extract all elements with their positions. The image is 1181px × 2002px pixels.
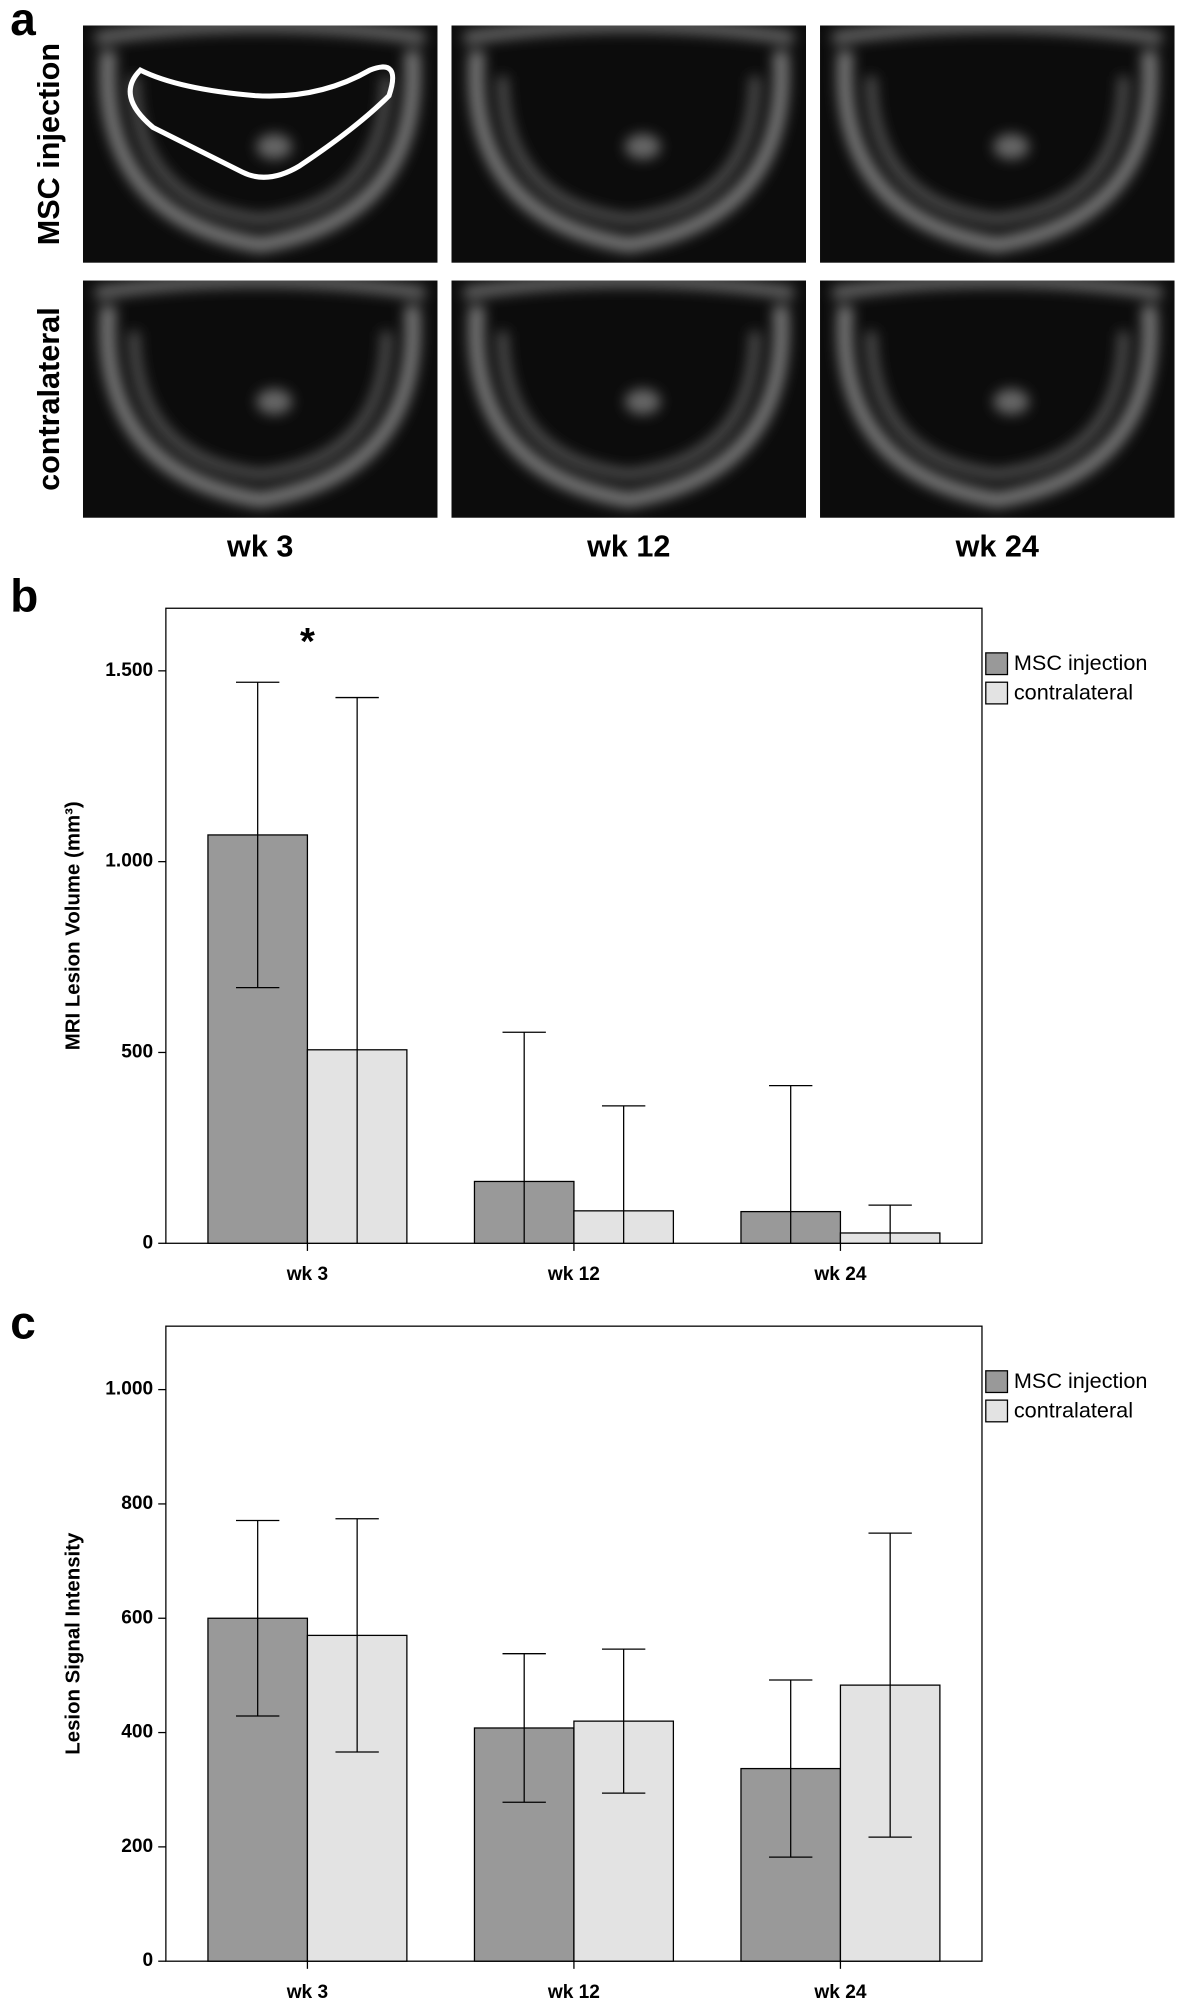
y-tick-label: 1.000: [105, 1379, 153, 1400]
legend-label: contralateral: [1014, 679, 1133, 704]
y-tick-label: 400: [121, 1722, 153, 1743]
y-tick-label: 600: [121, 1607, 153, 1628]
y-axis-label: Lesion Signal Intensity: [62, 1532, 84, 1755]
y-tick-label: 500: [121, 1042, 153, 1063]
error-bar: [601, 1648, 646, 1794]
legend-swatch: [985, 681, 1009, 705]
error-bar: [868, 1532, 912, 1838]
mri-image: [452, 26, 806, 263]
legend-label: contralateral: [1014, 1397, 1133, 1422]
mri-image: [820, 281, 1174, 518]
annotation: *: [300, 620, 315, 663]
y-tick-label: 800: [121, 1493, 153, 1514]
x-tick-label: wk 3: [286, 1982, 328, 2002]
panel-label: b: [10, 569, 38, 621]
mri-image: [83, 26, 437, 263]
error-bar: [236, 1519, 280, 1717]
error-bar: [601, 1105, 646, 1244]
row-label: MSC injection: [32, 43, 66, 245]
legend-label: MSC injection: [1014, 650, 1148, 675]
y-tick-label: 0: [142, 1232, 153, 1253]
x-tick-label: wk 24: [813, 1264, 866, 1285]
column-label: wk 3: [226, 529, 293, 563]
mri-image: [452, 281, 806, 518]
error-bar: [769, 1679, 813, 1858]
legend-swatch: [985, 1370, 1009, 1394]
column-label: wk 12: [586, 529, 670, 563]
error-bar: [769, 1085, 813, 1244]
error-bar: [335, 1518, 379, 1753]
x-tick-label: wk 24: [813, 1982, 866, 2002]
panel-label: c: [10, 1296, 36, 1348]
row-label: contralateral: [32, 307, 66, 491]
y-tick-label: 1.000: [105, 851, 153, 872]
mri-image: [820, 26, 1174, 263]
y-tick-label: 1.500: [105, 660, 153, 681]
error-bar: [868, 1204, 912, 1244]
error-bar: [236, 681, 280, 989]
y-tick-label: 0: [142, 1950, 153, 1971]
column-label: wk 24: [955, 529, 1039, 563]
x-tick-label: wk 12: [547, 1982, 600, 2002]
lesion-outline: [127, 64, 396, 180]
y-tick-label: 200: [121, 1836, 153, 1857]
legend-label: MSC injection: [1014, 1368, 1148, 1393]
mri-image: [83, 281, 437, 518]
error-bar: [502, 1031, 546, 1244]
error-bar: [502, 1653, 546, 1803]
panel-label: a: [10, 0, 36, 45]
error-bar: [335, 696, 379, 1244]
x-tick-label: wk 12: [547, 1264, 600, 1285]
x-tick-label: wk 3: [286, 1264, 328, 1285]
legend-swatch: [985, 652, 1009, 676]
y-axis-label: MRI Lesion Volume (mm³): [62, 801, 84, 1050]
legend-swatch: [985, 1399, 1009, 1423]
